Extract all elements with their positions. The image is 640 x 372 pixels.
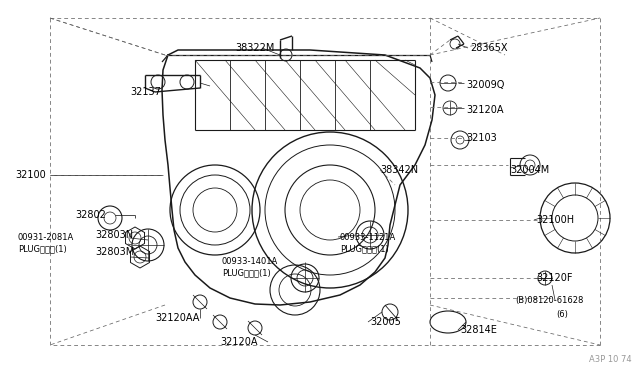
Text: 32137: 32137 [130,87,161,97]
Text: 28365X: 28365X [470,43,508,53]
Text: 00933-1401A: 00933-1401A [222,257,278,266]
Text: 38342N: 38342N [380,165,418,175]
Text: (6): (6) [556,311,568,320]
Text: 32120AA: 32120AA [155,313,200,323]
Text: 32004M: 32004M [510,165,549,175]
Text: 00933-1121A: 00933-1121A [340,234,396,243]
Text: PLUGプラグ(1): PLUGプラグ(1) [222,269,271,278]
Text: 38322M: 38322M [235,43,275,53]
Text: 32803N: 32803N [95,230,133,240]
Text: 32814E: 32814E [460,325,497,335]
Text: 32005: 32005 [370,317,401,327]
Text: PLUGプラグ(1): PLUGプラグ(1) [340,244,388,253]
Text: 32120A: 32120A [466,105,504,115]
Text: PLUGプラグ(1): PLUGプラグ(1) [18,244,67,253]
Text: 32802: 32802 [75,210,106,220]
Text: 32120A: 32120A [220,337,257,347]
Text: 32100: 32100 [15,170,45,180]
Text: 32803M: 32803M [95,247,134,257]
Text: 32100H: 32100H [536,215,574,225]
Text: A3P 10 74: A3P 10 74 [589,355,632,364]
Text: 32103: 32103 [466,133,497,143]
Text: 32120F: 32120F [536,273,573,283]
Text: (B)08120-61628: (B)08120-61628 [515,295,584,305]
Text: 00931-2081A: 00931-2081A [18,234,74,243]
Text: 32009Q: 32009Q [466,80,504,90]
